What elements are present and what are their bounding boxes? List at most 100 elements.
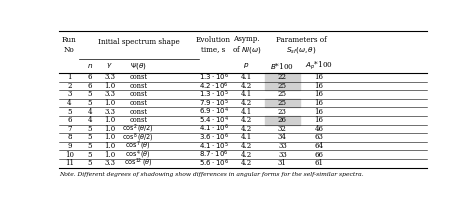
Text: 25: 25 <box>278 90 287 98</box>
Text: const: const <box>129 73 147 81</box>
Text: 3.3: 3.3 <box>104 73 115 81</box>
Text: const: const <box>129 90 147 98</box>
Text: Note. Different degrees of shadowing show differences in angular forms for the s: Note. Different degrees of shadowing sho… <box>59 172 364 177</box>
Text: 1.0: 1.0 <box>104 82 115 90</box>
Text: const: const <box>129 99 147 107</box>
Text: 4: 4 <box>87 108 92 116</box>
Text: $3.6\cdot10^{6}$: $3.6\cdot10^{6}$ <box>199 132 228 143</box>
Text: 5: 5 <box>87 159 92 167</box>
Text: 6: 6 <box>87 82 92 90</box>
Text: 1: 1 <box>67 73 72 81</box>
Text: $S_{sf}(\omega,\theta)$: $S_{sf}(\omega,\theta)$ <box>286 45 317 55</box>
Text: 22: 22 <box>278 73 287 81</box>
Text: 5: 5 <box>87 125 92 133</box>
Text: 5: 5 <box>67 108 72 116</box>
Text: $4.1\cdot10^{5}$: $4.1\cdot10^{5}$ <box>199 140 228 152</box>
Text: 16: 16 <box>315 108 324 116</box>
Text: $8.7\cdot10^{6}$: $8.7\cdot10^{6}$ <box>199 149 228 160</box>
Text: 16: 16 <box>315 116 324 124</box>
Text: 4.1: 4.1 <box>241 90 252 98</box>
Text: 3.3: 3.3 <box>104 159 115 167</box>
Text: 26: 26 <box>278 116 287 124</box>
Text: $6.9\cdot10^{4}$: $6.9\cdot10^{4}$ <box>199 106 228 117</box>
Text: 63: 63 <box>315 134 324 141</box>
Text: $1.3\cdot10^{6}$: $1.3\cdot10^{6}$ <box>199 72 228 83</box>
Text: $7.9\cdot10^{5}$: $7.9\cdot10^{5}$ <box>199 97 228 109</box>
Text: 1.0: 1.0 <box>104 116 115 124</box>
Text: 4.2: 4.2 <box>241 142 252 150</box>
Text: $\cos^4(\theta)$: $\cos^4(\theta)$ <box>126 149 151 161</box>
Text: 5: 5 <box>87 151 92 159</box>
Text: 25: 25 <box>278 99 287 107</box>
Text: 4.2: 4.2 <box>241 151 252 159</box>
Text: 5: 5 <box>87 99 92 107</box>
Text: 1.0: 1.0 <box>104 125 115 133</box>
Text: 10: 10 <box>65 151 74 159</box>
Bar <box>265 116 300 125</box>
Text: Evolution
time, s: Evolution time, s <box>196 36 231 54</box>
Text: 4: 4 <box>87 116 92 124</box>
Text: Run
No: Run No <box>62 36 77 54</box>
Text: $\gamma$: $\gamma$ <box>107 61 113 70</box>
Text: 5: 5 <box>87 134 92 141</box>
Text: 16: 16 <box>315 73 324 81</box>
Text: 4.2: 4.2 <box>241 99 252 107</box>
Text: $4.2\cdot10^{6}$: $4.2\cdot10^{6}$ <box>199 80 228 92</box>
Text: 25: 25 <box>278 82 287 90</box>
Text: 4.1: 4.1 <box>241 73 252 81</box>
Text: 46: 46 <box>315 125 324 133</box>
Text: Asymp.
of $Nl(\omega)$: Asymp. of $Nl(\omega)$ <box>232 35 262 55</box>
Text: 64: 64 <box>315 142 324 150</box>
Text: 2: 2 <box>67 82 72 90</box>
Text: 16: 16 <box>315 99 324 107</box>
Text: 1.0: 1.0 <box>104 99 115 107</box>
Text: $\cos^8(\theta/2)$: $\cos^8(\theta/2)$ <box>122 131 154 144</box>
Text: 4.1: 4.1 <box>241 108 252 116</box>
Text: $p$: $p$ <box>244 61 250 70</box>
Text: Initial spectrum shape: Initial spectrum shape <box>98 38 180 46</box>
Text: 33: 33 <box>278 151 287 159</box>
Text: 23: 23 <box>278 108 287 116</box>
Text: $n$: $n$ <box>86 62 92 70</box>
Text: $\cos^{12}(\theta)$: $\cos^{12}(\theta)$ <box>124 157 153 169</box>
Text: $5.4\cdot10^{4}$: $5.4\cdot10^{4}$ <box>199 115 228 126</box>
Text: 4.2: 4.2 <box>241 125 252 133</box>
Text: 1.0: 1.0 <box>104 134 115 141</box>
Text: 6: 6 <box>67 116 72 124</box>
Text: $4.1\cdot10^{6}$: $4.1\cdot10^{6}$ <box>199 123 228 135</box>
Text: 61: 61 <box>315 159 324 167</box>
Text: 7: 7 <box>67 125 72 133</box>
Text: $\cos^2(\theta/2)$: $\cos^2(\theta/2)$ <box>122 123 154 135</box>
Text: 4.2: 4.2 <box>241 116 252 124</box>
Text: $\cos^7(\theta)$: $\cos^7(\theta)$ <box>126 140 151 152</box>
Bar <box>265 82 300 90</box>
Text: 11: 11 <box>65 159 74 167</box>
Text: 31: 31 <box>278 159 287 167</box>
Text: 66: 66 <box>315 151 324 159</box>
Text: 3.3: 3.3 <box>104 90 115 98</box>
Text: 5: 5 <box>87 90 92 98</box>
Text: const: const <box>129 108 147 116</box>
Text: $B$*100: $B$*100 <box>271 61 294 71</box>
Text: 9: 9 <box>67 142 72 150</box>
Text: Parameters of: Parameters of <box>276 36 327 44</box>
Text: 1.0: 1.0 <box>104 151 115 159</box>
Text: const: const <box>129 82 147 90</box>
Bar <box>265 73 300 82</box>
Text: $1.3\cdot10^{5}$: $1.3\cdot10^{5}$ <box>199 89 228 100</box>
Text: const: const <box>129 116 147 124</box>
Text: 3: 3 <box>67 90 72 98</box>
Text: $5.6\cdot10^{6}$: $5.6\cdot10^{6}$ <box>199 157 228 169</box>
Text: 3.3: 3.3 <box>104 108 115 116</box>
Text: $A_p$*100: $A_p$*100 <box>305 59 333 72</box>
Text: 33: 33 <box>278 142 287 150</box>
Text: 5: 5 <box>87 142 92 150</box>
Text: 8: 8 <box>67 134 72 141</box>
Text: 4.2: 4.2 <box>241 159 252 167</box>
Text: 1.0: 1.0 <box>104 142 115 150</box>
Text: 4: 4 <box>67 99 72 107</box>
Text: $\Psi(\theta)$: $\Psi(\theta)$ <box>130 61 147 71</box>
Text: 6: 6 <box>87 73 92 81</box>
Text: 16: 16 <box>315 90 324 98</box>
Text: 16: 16 <box>315 82 324 90</box>
